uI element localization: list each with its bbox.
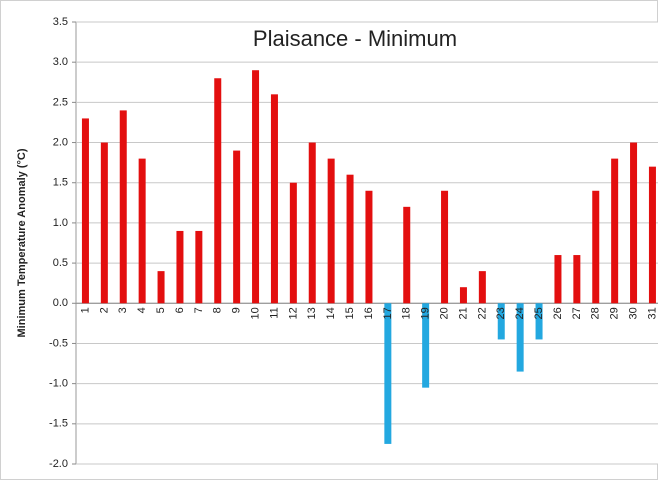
y-tick-label: -0.5 [49,337,68,349]
x-tick-label: 23 [495,307,507,319]
bar [516,303,524,372]
x-tick-label: 4 [136,307,148,313]
bar [138,158,146,304]
x-tick-label: 2 [98,307,110,313]
x-tick-label: 5 [155,307,167,313]
y-tick-label: 0.5 [53,257,68,269]
y-tick-label: 3.5 [53,16,68,28]
bar [573,255,581,304]
x-tick-label: 9 [231,307,243,313]
x-tick-label: 6 [174,307,186,313]
y-tick-label: 2.5 [53,96,68,108]
bar [478,271,486,304]
chart-title: Plaisance - Minimum [253,26,457,51]
bar [81,118,89,304]
x-tick-label: 24 [514,307,526,319]
y-tick-label: 1.5 [53,177,68,189]
x-tick-label: 13 [306,307,318,319]
bar [119,110,127,304]
x-tick-label: 14 [325,307,337,319]
x-tick-label: 22 [476,307,488,319]
x-tick-label: 28 [590,307,602,319]
bar [611,158,619,304]
bar [233,150,241,304]
x-tick-label: 7 [193,307,205,313]
bar [384,303,392,444]
y-tick-label: 0.0 [53,297,68,309]
x-tick-label: 1 [79,307,91,313]
bar [459,287,467,304]
bar [365,190,373,304]
bar [441,190,449,304]
x-tick-label: 15 [344,307,356,319]
x-tick-label: 25 [533,307,545,319]
bar [289,182,297,304]
y-tick-label: 2.0 [53,136,68,148]
bar [497,303,505,340]
y-tick-label: 1.0 [53,217,68,229]
bar [195,230,203,304]
x-tick-label: 17 [382,307,394,319]
x-tick-label: 3 [117,307,129,313]
y-tick-label: -1.5 [49,418,68,430]
x-tick-label: 21 [457,307,469,319]
bar [270,94,278,304]
bar [327,158,335,304]
bar [308,142,316,304]
x-tick-label: 20 [438,307,450,319]
bar [535,303,543,340]
bar [346,174,354,304]
bar [100,142,108,304]
x-tick-label: 11 [268,307,280,318]
bar [403,206,411,304]
x-tick-label: 26 [552,307,564,319]
x-tick-label: 12 [287,307,299,319]
x-tick-label: 18 [401,307,413,319]
x-tick-label: 31 [646,307,658,319]
x-tick-label: 19 [420,307,432,319]
bar [422,303,430,388]
bar [554,255,562,304]
bar [648,166,656,304]
bar [252,70,260,304]
x-tick-label: 29 [609,307,621,319]
bar [176,230,184,304]
y-tick-label: -1.0 [49,378,68,390]
x-tick-label: 30 [627,307,639,319]
y-tick-label: 3.0 [53,56,68,68]
bar [630,142,638,304]
bar [214,78,222,304]
x-tick-label: 8 [212,307,224,313]
x-tick-label: 27 [571,307,583,319]
bar [157,271,165,304]
x-tick-label: 10 [249,307,261,319]
bar [592,190,600,304]
x-tick-label: 16 [363,307,375,319]
y-axis-label: Minimum Temperature Anomaly (°C) [16,148,28,337]
y-tick-label: -2.0 [49,458,68,470]
